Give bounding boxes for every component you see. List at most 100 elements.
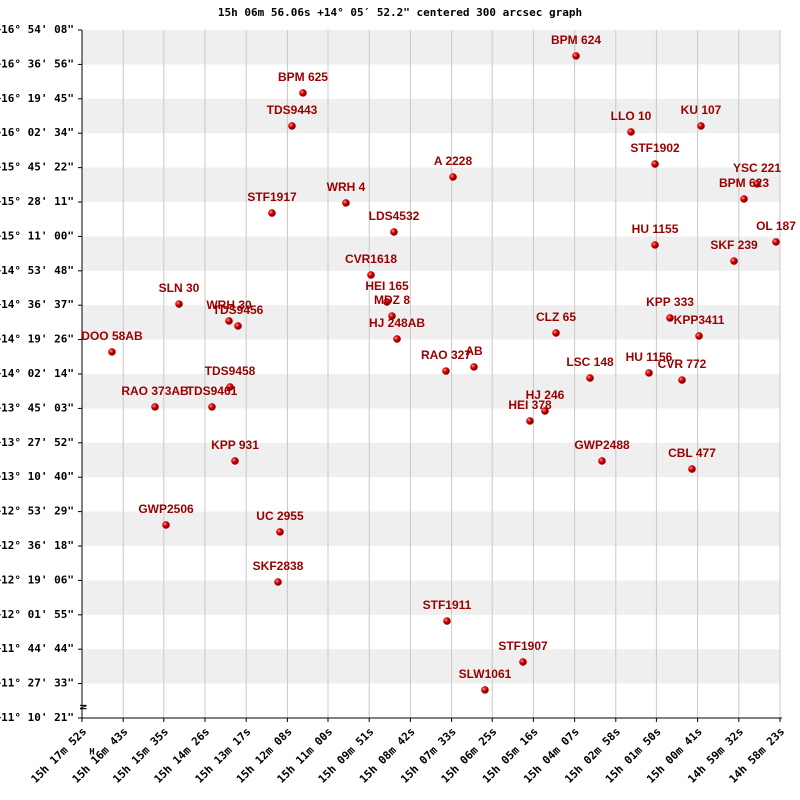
compass-north: N <box>80 704 90 709</box>
star-point <box>695 332 703 340</box>
star-label: CVR1618 <box>345 252 397 266</box>
star-point <box>730 257 738 265</box>
star-point <box>651 241 659 249</box>
y-tick-label: +13° 45' 03" <box>0 401 74 414</box>
y-tick-label: +11° 27' 33" <box>0 677 74 690</box>
star-point <box>226 383 234 391</box>
chart-title: 15h 06m 56.06s +14° 05′ 52.2" centered 3… <box>218 6 582 19</box>
y-tick-label: +16° 02' 34" <box>0 126 74 139</box>
star-label: TDS9458 <box>205 364 256 378</box>
star-point <box>299 89 307 97</box>
star-label: MDZ 8 <box>374 293 410 307</box>
star-label: CBL 477 <box>668 446 716 460</box>
star-point <box>519 658 527 666</box>
star-label: KPP3411 <box>674 313 725 327</box>
star-label: SKF 239 <box>710 238 758 252</box>
y-tick-label: +13° 10' 40" <box>0 470 74 483</box>
star-point <box>383 298 391 306</box>
star-label: HEI 378 <box>508 398 552 412</box>
star-label: RAO 373AB <box>121 384 189 398</box>
star-point <box>449 173 457 181</box>
star-label: TDS9461 <box>187 384 238 398</box>
grid-band <box>82 236 780 271</box>
star-label: BPM 623 <box>719 176 769 190</box>
star-label: HJ 246 <box>526 388 565 402</box>
star-point <box>753 180 761 188</box>
star-label: WRH 4 <box>327 180 366 194</box>
star-point <box>342 199 350 207</box>
star-point <box>572 52 580 60</box>
star-point <box>442 367 450 375</box>
star-label: STF1917 <box>247 190 297 204</box>
star-label: A 2228 <box>434 154 473 168</box>
star-label: KPP 333 <box>646 295 694 309</box>
star-point <box>526 417 534 425</box>
star-point <box>586 374 594 382</box>
star-point <box>225 317 233 325</box>
star-point <box>645 369 653 377</box>
star-point <box>666 314 674 322</box>
grid-band <box>82 580 780 615</box>
star-label: YSC 221 <box>733 161 781 175</box>
star-label: STF1911 <box>423 598 472 612</box>
star-label: BPM 625 <box>278 70 328 84</box>
star-label: TDS9456 <box>213 303 264 317</box>
y-tick-label: +14° 53' 48" <box>0 264 74 277</box>
star-point <box>390 228 398 236</box>
star-label: LDS4532 <box>369 209 420 223</box>
star-label: AB <box>465 344 483 358</box>
y-tick-label: +14° 36' 37" <box>0 298 74 311</box>
star-point <box>598 457 606 465</box>
grid-band <box>82 511 780 546</box>
star-point <box>276 528 284 536</box>
star-point <box>175 300 183 308</box>
star-label: LLO 10 <box>611 109 652 123</box>
star-point <box>697 122 705 130</box>
y-tick-label: +11° 44' 44" <box>0 642 74 655</box>
star-point <box>108 348 116 356</box>
y-tick-label: +15° 45' 22" <box>0 161 74 174</box>
star-point <box>552 329 560 337</box>
star-point <box>231 457 239 465</box>
y-tick-label: +13° 27' 52" <box>0 436 74 449</box>
star-label: OL 187 <box>756 219 796 233</box>
star-point <box>208 403 216 411</box>
y-tick-label: +12° 36' 18" <box>0 539 74 552</box>
grid-band <box>82 30 780 65</box>
plot-background <box>81 30 781 718</box>
star-label: WRH 30 <box>206 298 252 312</box>
star-point <box>651 160 659 168</box>
grid-band <box>82 442 780 478</box>
star-label: SLW1061 <box>459 667 512 681</box>
star-label: TDS9443 <box>267 103 318 117</box>
y-tick-label: +16° 54' 08" <box>0 23 74 36</box>
star-label: SKF2838 <box>253 559 304 573</box>
star-label: STF1907 <box>498 639 548 653</box>
star-label: KPP 931 <box>211 438 259 452</box>
star-label: HEI 165 <box>365 279 409 293</box>
y-tick-label: +12° 53' 29" <box>0 505 74 518</box>
grid-band <box>82 167 780 203</box>
star-label: SLN 30 <box>159 281 200 295</box>
grid-band <box>82 98 780 134</box>
star-point <box>678 376 686 384</box>
star-point <box>288 122 296 130</box>
y-tick-label: +15° 11' 00" <box>0 229 74 242</box>
star-point <box>740 195 748 203</box>
star-point <box>274 578 282 586</box>
star-point <box>234 322 242 330</box>
star-label: STF1902 <box>630 141 680 155</box>
star-label: DOO 58AB <box>81 329 143 343</box>
star-point <box>470 363 478 371</box>
star-point <box>772 238 780 246</box>
y-tick-label: +16° 36' 56" <box>0 57 74 70</box>
star-label: UC 2955 <box>256 509 304 523</box>
star-label: HU 1155 <box>632 222 679 236</box>
star-label: KU 107 <box>681 103 722 117</box>
star-point <box>388 312 396 320</box>
y-tick-label: +16° 19' 45" <box>0 92 74 105</box>
y-tick-label: +14° 02' 14" <box>0 367 74 380</box>
y-tick-label: +15° 28' 11" <box>0 195 74 208</box>
star-point <box>443 617 451 625</box>
